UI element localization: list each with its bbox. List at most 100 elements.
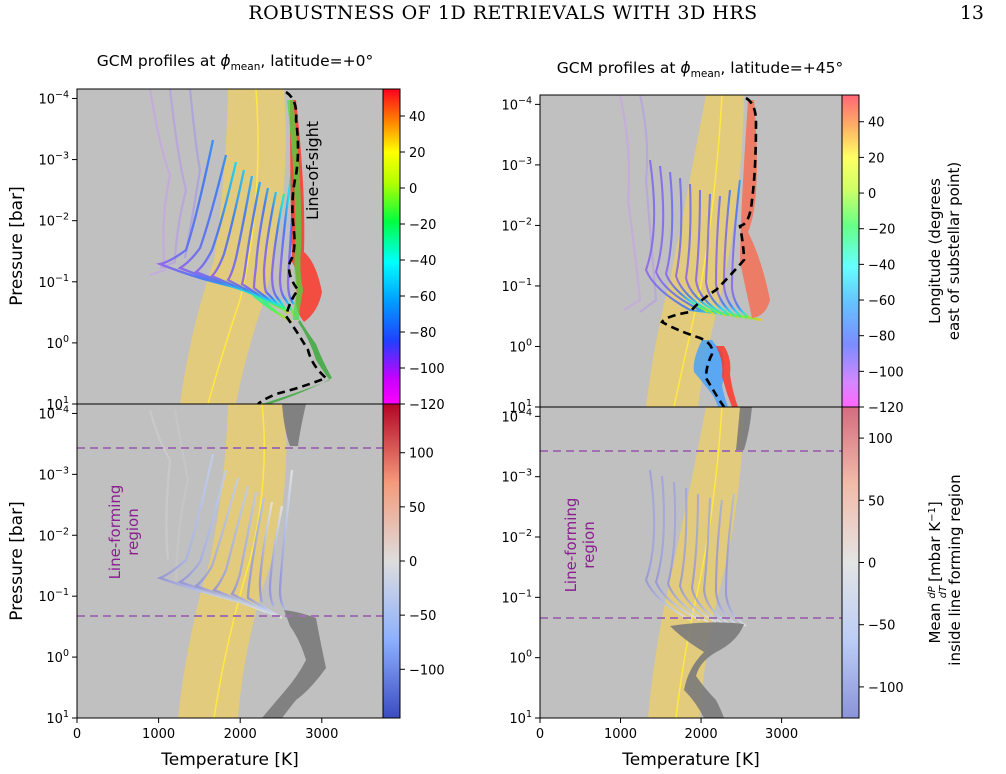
y-tick-label: 10−3 [501,156,532,174]
x-tick-label: 2000 [685,727,718,742]
colorbar-top-right [841,94,860,408]
y-tick-label: 10−1 [38,273,69,291]
cbar-ticks-bottom-left: 100 50 0 −50 −100 [400,447,445,678]
y-tick-label: 10−3 [501,468,532,486]
line-forming-label-left: Line-formingregion [106,485,142,580]
colorbar-top-left [382,88,401,405]
y-tick-label: 10−2 [38,526,69,544]
y-tick-label: 101 [509,709,532,727]
cbar-tick-label: −100 [868,681,904,696]
cbar-tick-label: −20 [409,218,436,233]
yellow-band-tr [646,95,744,407]
y-tick-label: 10−4 [38,404,69,422]
green-envelope [287,99,304,321]
gray-profile-band [262,404,326,718]
y-tick-label: 10−4 [501,95,532,113]
cbar-tick-label: 0 [868,187,876,202]
x-tick-label: 2000 [224,727,257,742]
y-tick-label: 101 [46,709,69,727]
y-ticks-top-right: 10−4 10−3 10−2 10−1 100 101 [501,95,540,416]
cbar-tick-label: 40 [409,110,426,125]
xlabel-right: Temperature [K] [621,750,760,770]
cbar-label-top-right: Longitude (degreeseast of substellar poi… [926,162,963,340]
cbar-tick-label: −60 [409,290,436,305]
cbar-ticks-top-left: 40 20 0 −20 −40 −60 −80 −100 −120 [400,110,445,413]
y-tick-label: 10−2 [38,212,69,230]
y-tick-label: 10−4 [501,407,532,425]
panel-top-right: 10−4 10−3 10−2 10−1 100 101 40 20 0 −20 −40 −60 −80… [501,94,963,416]
x-tick-label: 3000 [305,727,338,742]
cbar-tick-label: −100 [868,365,904,380]
yellow-band [180,89,286,404]
y-tick-label: 10−1 [501,277,532,295]
gcm-profiles-br [644,469,747,627]
deep-profiles-tr [693,340,728,407]
gcm-profiles-bottom-faded [148,409,190,581]
cbar-tick-label: 0 [409,555,417,570]
line-of-sight-label: Line-of-sight [303,121,322,220]
cbar-tick-label: 0 [409,182,417,197]
cbar-ticks-top-right: 40 20 0 −20 −40 −60 −80 −100 −120 [859,116,904,416]
gcm-profiles-faded-tr [618,95,658,313]
cbar-tick-label: 40 [868,116,885,131]
panel-bottom-left: Line-formingregion 10−410−310−210−110010… [38,403,445,742]
colorbar-bottom-right [841,406,860,719]
gcm-profiles-faded [148,89,202,277]
y-tick-label: 10−3 [38,151,69,169]
cbar-ticks-bottom-right: 100 50 0 −50 −100 [859,432,904,696]
panel-top-left: Line-of-sight 10−4 10−3 10−2 10−1 100 101 40 2… [38,88,445,413]
cbar-tick-label: −40 [868,258,895,273]
x-tick-label: 1000 [604,727,637,742]
title-right: GCM profiles at ϕmean, latitude=+45° [557,59,843,80]
cbar-tick-label: −50 [868,619,895,634]
deep-profiles-tr-hot [716,346,738,407]
x-tick-label: 1000 [142,727,175,742]
xlabel-left: Temperature [K] [160,750,299,770]
deep-profile-band [262,320,332,404]
cbar-tick-label: 20 [868,151,885,166]
yellow-center-line-tr [673,95,723,407]
x-tick-label: 0 [536,727,544,742]
cbar-tick-label: 20 [409,146,426,161]
cbar-tick-label: −120 [409,398,445,413]
gcm-profiles-bottom [156,453,294,619]
page-number: 13 [959,2,984,24]
y-tick-label: 10−3 [38,465,69,483]
yellow-center-line [207,89,259,404]
panel-bottom-right: Line-formingregion 10−410−310−210−110010… [501,406,964,742]
y-tick-label: 10−2 [501,528,532,546]
y-tick-label: 10−1 [501,588,532,606]
y-tick-label: 10−2 [501,216,532,234]
x-tick-label: 0 [73,727,81,742]
page-header: ROBUSTNESS OF 1D RETRIEVALS WITH 3D HRS [248,2,758,24]
cbar-tick-label: −40 [409,254,436,269]
y-ticks-bottom-right: 10−4 10−3 10−2 10−1 100 101 [501,407,540,727]
cbar-tick-label: −120 [868,401,904,416]
y-ticks-bottom-left: 10−4 10−3 10−2 10−1 100 101 [38,404,77,727]
yellow-center-line-br [675,407,723,718]
y-ticks-top-left: 10−4 10−3 10−2 10−1 100 101 [38,89,77,413]
y-tick-label: 100 [46,334,69,352]
gcm-profiles [155,139,300,324]
y-tick-label: 100 [46,648,69,666]
gcm-profiles-tr [644,159,763,322]
cbar-tick-label: −100 [409,663,445,678]
x-ticks-bottom-left: 0 1000 2000 3000 [73,718,338,742]
y-tick-label: 101 [509,398,532,416]
y-tick-label: 101 [46,395,69,413]
cbar-tick-label: −50 [409,609,436,624]
y-tick-label: 100 [509,649,532,667]
yellow-center-line-bottom [213,404,266,718]
title-left: GCM profiles at ϕmean, latitude=+0° [97,52,374,73]
y-tick-label: 10−1 [38,587,69,605]
cbar-label-bottom-right: MeandPdT[mbar K−1] inside line forming r… [926,474,964,665]
cbar-tick-label: 100 [868,432,893,447]
cbar-tick-label: −100 [409,362,445,377]
cbar-tick-label: 100 [409,447,434,462]
cbar-tick-label: −20 [868,223,895,238]
cbar-tick-label: 50 [409,501,426,516]
cbar-tick-label: 50 [868,494,885,509]
cbar-tick-label: −60 [868,294,895,309]
ylabel-bottom-left: Pressure [bar] [7,501,27,620]
